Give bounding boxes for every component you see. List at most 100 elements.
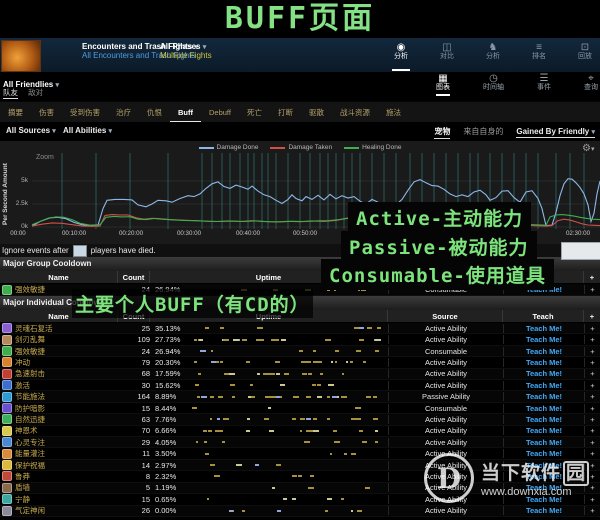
view-tab-事件[interactable]: ☰ 事件 <box>537 73 551 96</box>
deaths-input[interactable] <box>72 244 87 257</box>
view-tab-图表[interactable]: ▦ 图表 <box>436 73 450 97</box>
expand-row-button[interactable]: + <box>584 414 600 424</box>
ability-name-cell[interactable]: 气定神闲 <box>0 505 118 516</box>
mode-tab-3[interactable]: ≡ 排名 <box>530 41 548 71</box>
ability-name-cell[interactable]: 心灵专注 <box>0 437 118 448</box>
teach-me-link[interactable]: Teach Me! <box>503 346 584 356</box>
expand-row-button[interactable]: + <box>584 285 600 294</box>
expand-row-button[interactable]: + <box>584 506 600 516</box>
tab-死亡[interactable]: 死亡 <box>246 108 262 117</box>
mode-tab-4[interactable]: ⊡ 回放 <box>576 41 594 71</box>
ability-name[interactable]: 激活 <box>15 380 30 390</box>
expand-row-button[interactable]: + <box>584 437 600 447</box>
legend-item[interactable]: Damage Taken <box>270 144 332 151</box>
expand-row-button[interactable]: + <box>584 403 600 413</box>
tab-治疗[interactable]: 治疗 <box>116 108 131 117</box>
ability-name-cell[interactable]: 宁静 <box>0 494 118 505</box>
tab-受到伤害[interactable]: 受到伤害 <box>70 108 100 117</box>
teach-me-link[interactable]: Teach Me! <box>503 392 584 402</box>
expand-row-button[interactable]: + <box>584 346 600 356</box>
legend-item[interactable]: Healing Done <box>344 144 401 151</box>
expand-row-button[interactable]: + <box>584 392 600 402</box>
ability-name-cell[interactable]: 强效敏捷 <box>0 346 118 357</box>
teach-me-link[interactable]: Teach Me! <box>503 403 584 413</box>
teach-me-link[interactable]: Teach Me! <box>503 449 584 459</box>
ability-name[interactable]: 强效敏捷 <box>15 346 45 356</box>
teach-me-link[interactable]: Teach Me! <box>503 369 584 379</box>
ability-name-cell[interactable]: 急速射击 <box>0 368 118 379</box>
legend-item[interactable]: Damage Done <box>198 144 258 151</box>
ability-name[interactable]: 鲁莽 <box>15 471 30 481</box>
teach-me-link[interactable]: Teach Me! <box>503 460 584 470</box>
ability-name[interactable]: 保护祝福 <box>15 460 45 470</box>
friendlies-selector[interactable]: All Friendlies ▾ <box>3 80 59 89</box>
ability-name[interactable]: 冲动 <box>15 357 30 367</box>
ability-name-cell[interactable]: 自然迅捷 <box>0 414 118 425</box>
ability-name[interactable]: 灵魂石复活 <box>15 323 53 333</box>
view-tab-查询[interactable]: ⌖ 查询 <box>584 73 598 96</box>
abilities-dropdown[interactable]: All Abilities ▾ <box>63 126 113 135</box>
ability-name[interactable]: 防护暗影 <box>15 403 45 413</box>
expand-row-button[interactable]: + <box>584 357 600 367</box>
ability-name[interactable]: 神恩术 <box>15 426 38 436</box>
teach-me-link[interactable]: Teach Me! <box>503 335 584 345</box>
expand-row-button[interactable]: + <box>584 380 600 390</box>
faction-tab-friendly[interactable]: 队友 <box>3 88 18 99</box>
ability-name-cell[interactable]: 能量灌注 <box>0 448 118 459</box>
expand-row-button[interactable]: + <box>584 369 600 379</box>
teach-me-link[interactable]: Teach Me! <box>503 506 584 516</box>
ability-name-cell[interactable]: 灵魂石复活 <box>0 323 118 334</box>
ability-name[interactable]: 能量灌注 <box>15 449 45 459</box>
ability-name-cell[interactable]: 冲动 <box>0 357 118 368</box>
table-filter-input[interactable] <box>561 242 600 260</box>
teach-me-link[interactable]: Teach Me! <box>503 494 584 504</box>
column-header-add[interactable]: + <box>589 272 595 282</box>
ability-name[interactable]: 节能施法 <box>15 392 45 402</box>
teach-me-link[interactable]: Teach Me! <box>503 357 584 367</box>
expand-row-button[interactable]: + <box>584 471 600 481</box>
ability-name[interactable]: 剑刃乱舞 <box>15 335 45 345</box>
teach-me-link[interactable]: Teach Me! <box>503 483 584 493</box>
expand-row-button[interactable]: + <box>584 449 600 459</box>
expand-row-button[interactable]: + <box>584 483 600 493</box>
expand-row-button[interactable]: + <box>584 460 600 470</box>
tab-仇恨[interactable]: 仇恨 <box>147 108 162 117</box>
fight-selector[interactable]: Encounters and Trash Fights ▾ All Encoun… <box>82 42 198 60</box>
faction-tab-enemy[interactable]: 敌对 <box>28 88 44 97</box>
ability-name[interactable]: 强效敏捷 <box>15 285 45 294</box>
view-tab-时间轴[interactable]: ◷ 时间轴 <box>483 73 504 96</box>
pets-toggle[interactable]: 宠物 <box>434 126 451 139</box>
expand-row-button[interactable]: + <box>584 323 600 333</box>
ability-name[interactable]: 急速射击 <box>15 369 45 379</box>
ability-name-cell[interactable]: 神恩术 <box>0 425 118 436</box>
ability-name[interactable]: 心灵专注 <box>15 437 45 447</box>
expand-row-button[interactable]: + <box>584 426 600 436</box>
ability-name-cell[interactable]: 防护暗影 <box>0 403 118 414</box>
mode-tab-2[interactable]: ♞ 分析 <box>484 41 502 71</box>
boss-thumbnail[interactable] <box>1 40 41 72</box>
column-header-add[interactable]: + <box>589 311 595 321</box>
tab-战斗资源[interactable]: 战斗资源 <box>339 108 370 117</box>
tab-摘要[interactable]: 摘要 <box>8 108 23 117</box>
ability-name[interactable]: 宁静 <box>15 494 30 504</box>
ability-name-cell[interactable]: 盾墙 <box>0 482 118 493</box>
ability-name[interactable]: 盾墙 <box>15 483 30 493</box>
teach-me-link[interactable]: Teach Me! <box>503 414 584 424</box>
tab-Buff[interactable]: Buff <box>170 102 201 123</box>
tab-Debuff[interactable]: Debuff <box>209 108 231 117</box>
gear-icon[interactable]: ⚙▾ <box>582 143 595 154</box>
ability-name-cell[interactable]: 节能施法 <box>0 391 118 402</box>
ability-name-cell[interactable]: 保护祝福 <box>0 460 118 471</box>
teach-me-link[interactable]: Teach Me! <box>503 380 584 390</box>
teach-me-link[interactable]: Teach Me! <box>503 323 584 333</box>
tab-驱散[interactable]: 驱散 <box>308 108 324 117</box>
self-toggle[interactable]: 来自自身的 <box>463 127 504 136</box>
mode-tab-1[interactable]: ◫ 对比 <box>438 41 456 71</box>
teach-me-link[interactable]: Teach Me! <box>503 471 584 481</box>
fight-selector-sublabel[interactable]: All Encounters and Trash Fights <box>82 51 196 60</box>
tab-施法[interactable]: 施法 <box>385 108 401 117</box>
gained-by-dropdown[interactable]: Gained By Friendly ▾ <box>516 127 595 138</box>
ability-name-cell[interactable]: 激活 <box>0 380 118 391</box>
ability-name-cell[interactable]: 鲁莽 <box>0 471 118 482</box>
ability-name[interactable]: 气定神闲 <box>15 506 45 516</box>
